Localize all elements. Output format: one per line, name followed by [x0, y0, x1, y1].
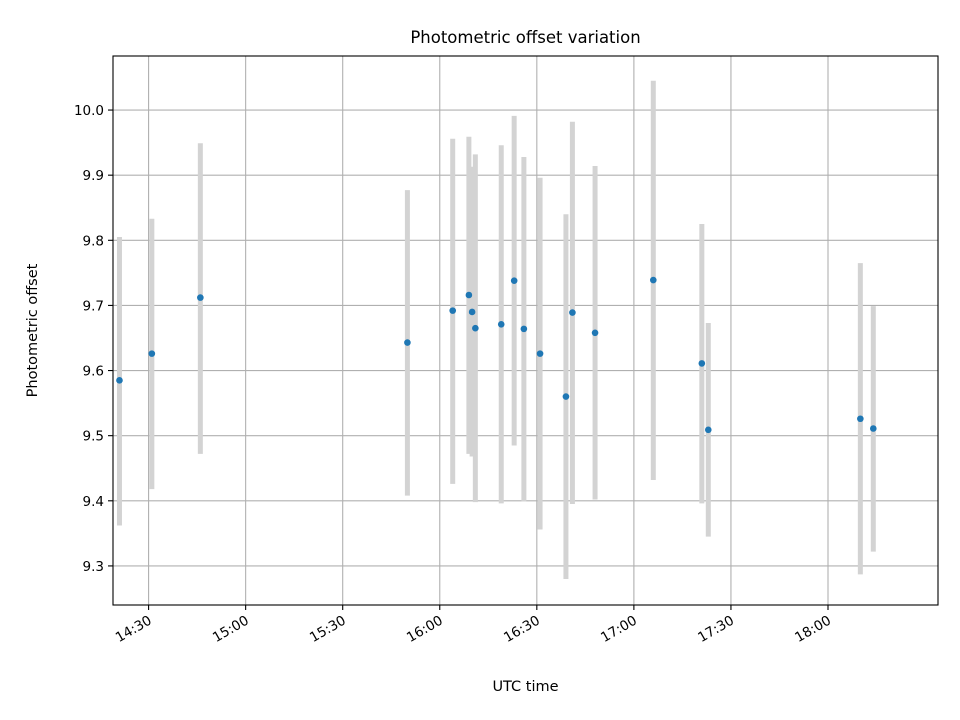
data-point	[404, 339, 411, 346]
data-point	[510, 277, 518, 284]
data-point	[591, 329, 599, 337]
x-tick-label: 16:30	[501, 613, 543, 646]
y-tick-label: 9.3	[83, 559, 104, 575]
data-point	[468, 308, 476, 316]
data-point	[116, 377, 123, 384]
data-point	[472, 324, 479, 332]
data-point	[520, 325, 528, 333]
data-point	[857, 415, 864, 423]
data-point	[698, 360, 706, 367]
data-point	[148, 350, 156, 357]
y-tick-label: 9.4	[83, 494, 104, 510]
y-tick-label: 10.0	[74, 103, 104, 119]
data-point	[704, 426, 712, 434]
y-tick-label: 9.9	[83, 168, 104, 184]
y-tick-label: 9.8	[83, 233, 104, 249]
data-point	[649, 276, 657, 284]
x-tick-label: 15:30	[307, 613, 349, 646]
point-layer	[116, 276, 877, 434]
plot-frame	[112, 55, 939, 606]
data-point	[869, 425, 877, 432]
data-point	[465, 291, 473, 299]
x-tick-label: 17:30	[695, 613, 737, 646]
x-tick-label: 18:00	[792, 613, 834, 646]
x-tick-label: 15:00	[210, 613, 252, 646]
x-tick-label: 16:00	[404, 613, 446, 646]
data-point	[449, 307, 457, 314]
data-point	[497, 321, 505, 328]
y-tick-label: 9.7	[83, 298, 104, 314]
y-axis-label: Photometric offset	[25, 263, 41, 397]
errorbar-layer	[116, 80, 876, 579]
x-axis-label: UTC time	[492, 679, 558, 695]
data-point	[197, 294, 204, 301]
x-tick-label: 14:30	[113, 613, 155, 646]
data-point	[569, 309, 576, 316]
y-tick-label: 9.6	[83, 364, 104, 380]
data-point	[536, 350, 544, 357]
data-point	[562, 393, 570, 400]
y-tick-label: 9.5	[83, 429, 104, 445]
x-tick-label: 17:00	[598, 613, 640, 646]
chart-title: Photometric offset variation	[410, 28, 640, 47]
